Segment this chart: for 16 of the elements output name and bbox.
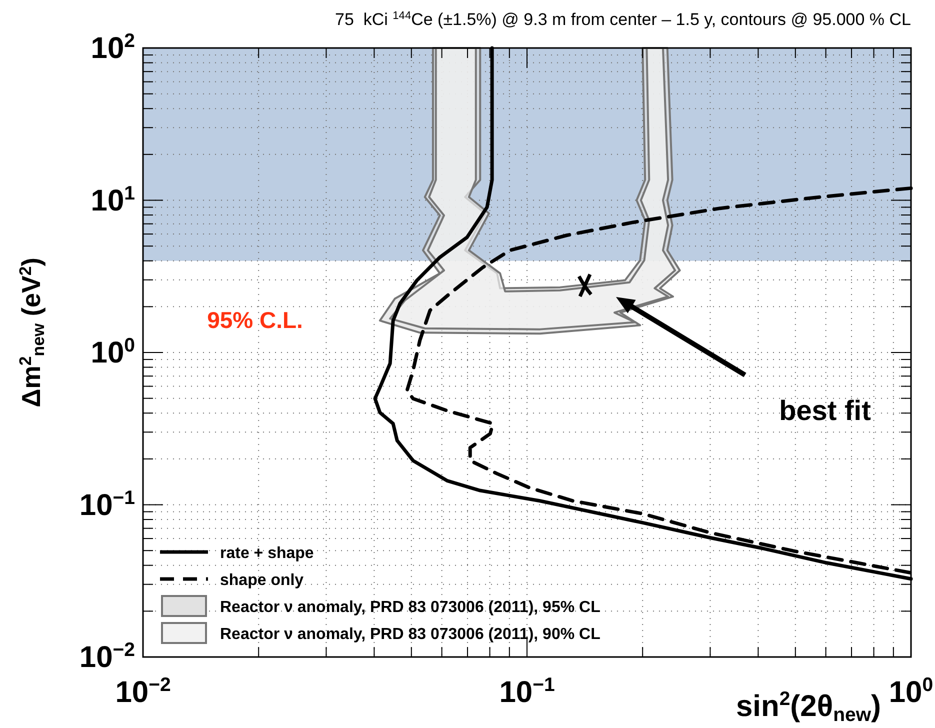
annotation: 95% C.L. [207,307,303,333]
legend-label: Reactor ν anomaly, PRD 83 073006 (2011), 90% CL [220,626,601,643]
y-tick-label: 10$^{0}$ [90,334,136,370]
legend-label: Reactor ν anomaly, PRD 83 073006 (2011), 95% CL [220,599,601,616]
legend-label: shape only [220,572,304,589]
y-tick-label: 10$^{2}$ [90,30,136,65]
x-tick-label: 10$^{0}$ [888,674,934,709]
x-axis-title: sin$^{2}$(2θ$_{new}$) [736,688,881,726]
y-tick-label: 10$^{1}$ [90,182,136,218]
x-tick-label: 10$^{−1}$ [499,674,555,709]
y-tick-label: 10$^{−1}$ [79,486,136,522]
legend-label: rate + shape [220,545,314,562]
y-tick-label: 10$^{−2}$ [79,639,136,674]
chart-title: 75 kCi $^{144}$Ce (±1.5%) @ 9.3 m from center – 1.5 y, contours @ 95.000 % CL [335,10,911,29]
x-tick-label: 10$^{−2}$ [115,674,171,709]
annotation: best fit [779,395,871,426]
